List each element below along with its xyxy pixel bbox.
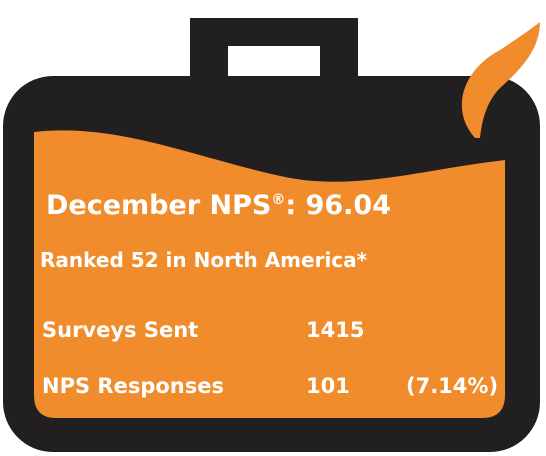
liquid-fill	[34, 130, 505, 418]
ranking-text: Ranked 52 in North America*	[40, 248, 368, 272]
stat-value-nps-responses: 101	[306, 374, 350, 398]
stat-value-surveys-sent: 1415	[306, 318, 365, 342]
stat-label-nps-responses: NPS Responses	[42, 374, 224, 398]
liquid-drop-icon	[461, 22, 540, 138]
stat-percent-nps-responses: (7.14%)	[406, 374, 499, 398]
briefcase-handle	[190, 18, 358, 80]
stat-label-surveys-sent: Surveys Sent	[42, 318, 199, 342]
nps-title: December NPS®: 96.04	[46, 190, 391, 221]
